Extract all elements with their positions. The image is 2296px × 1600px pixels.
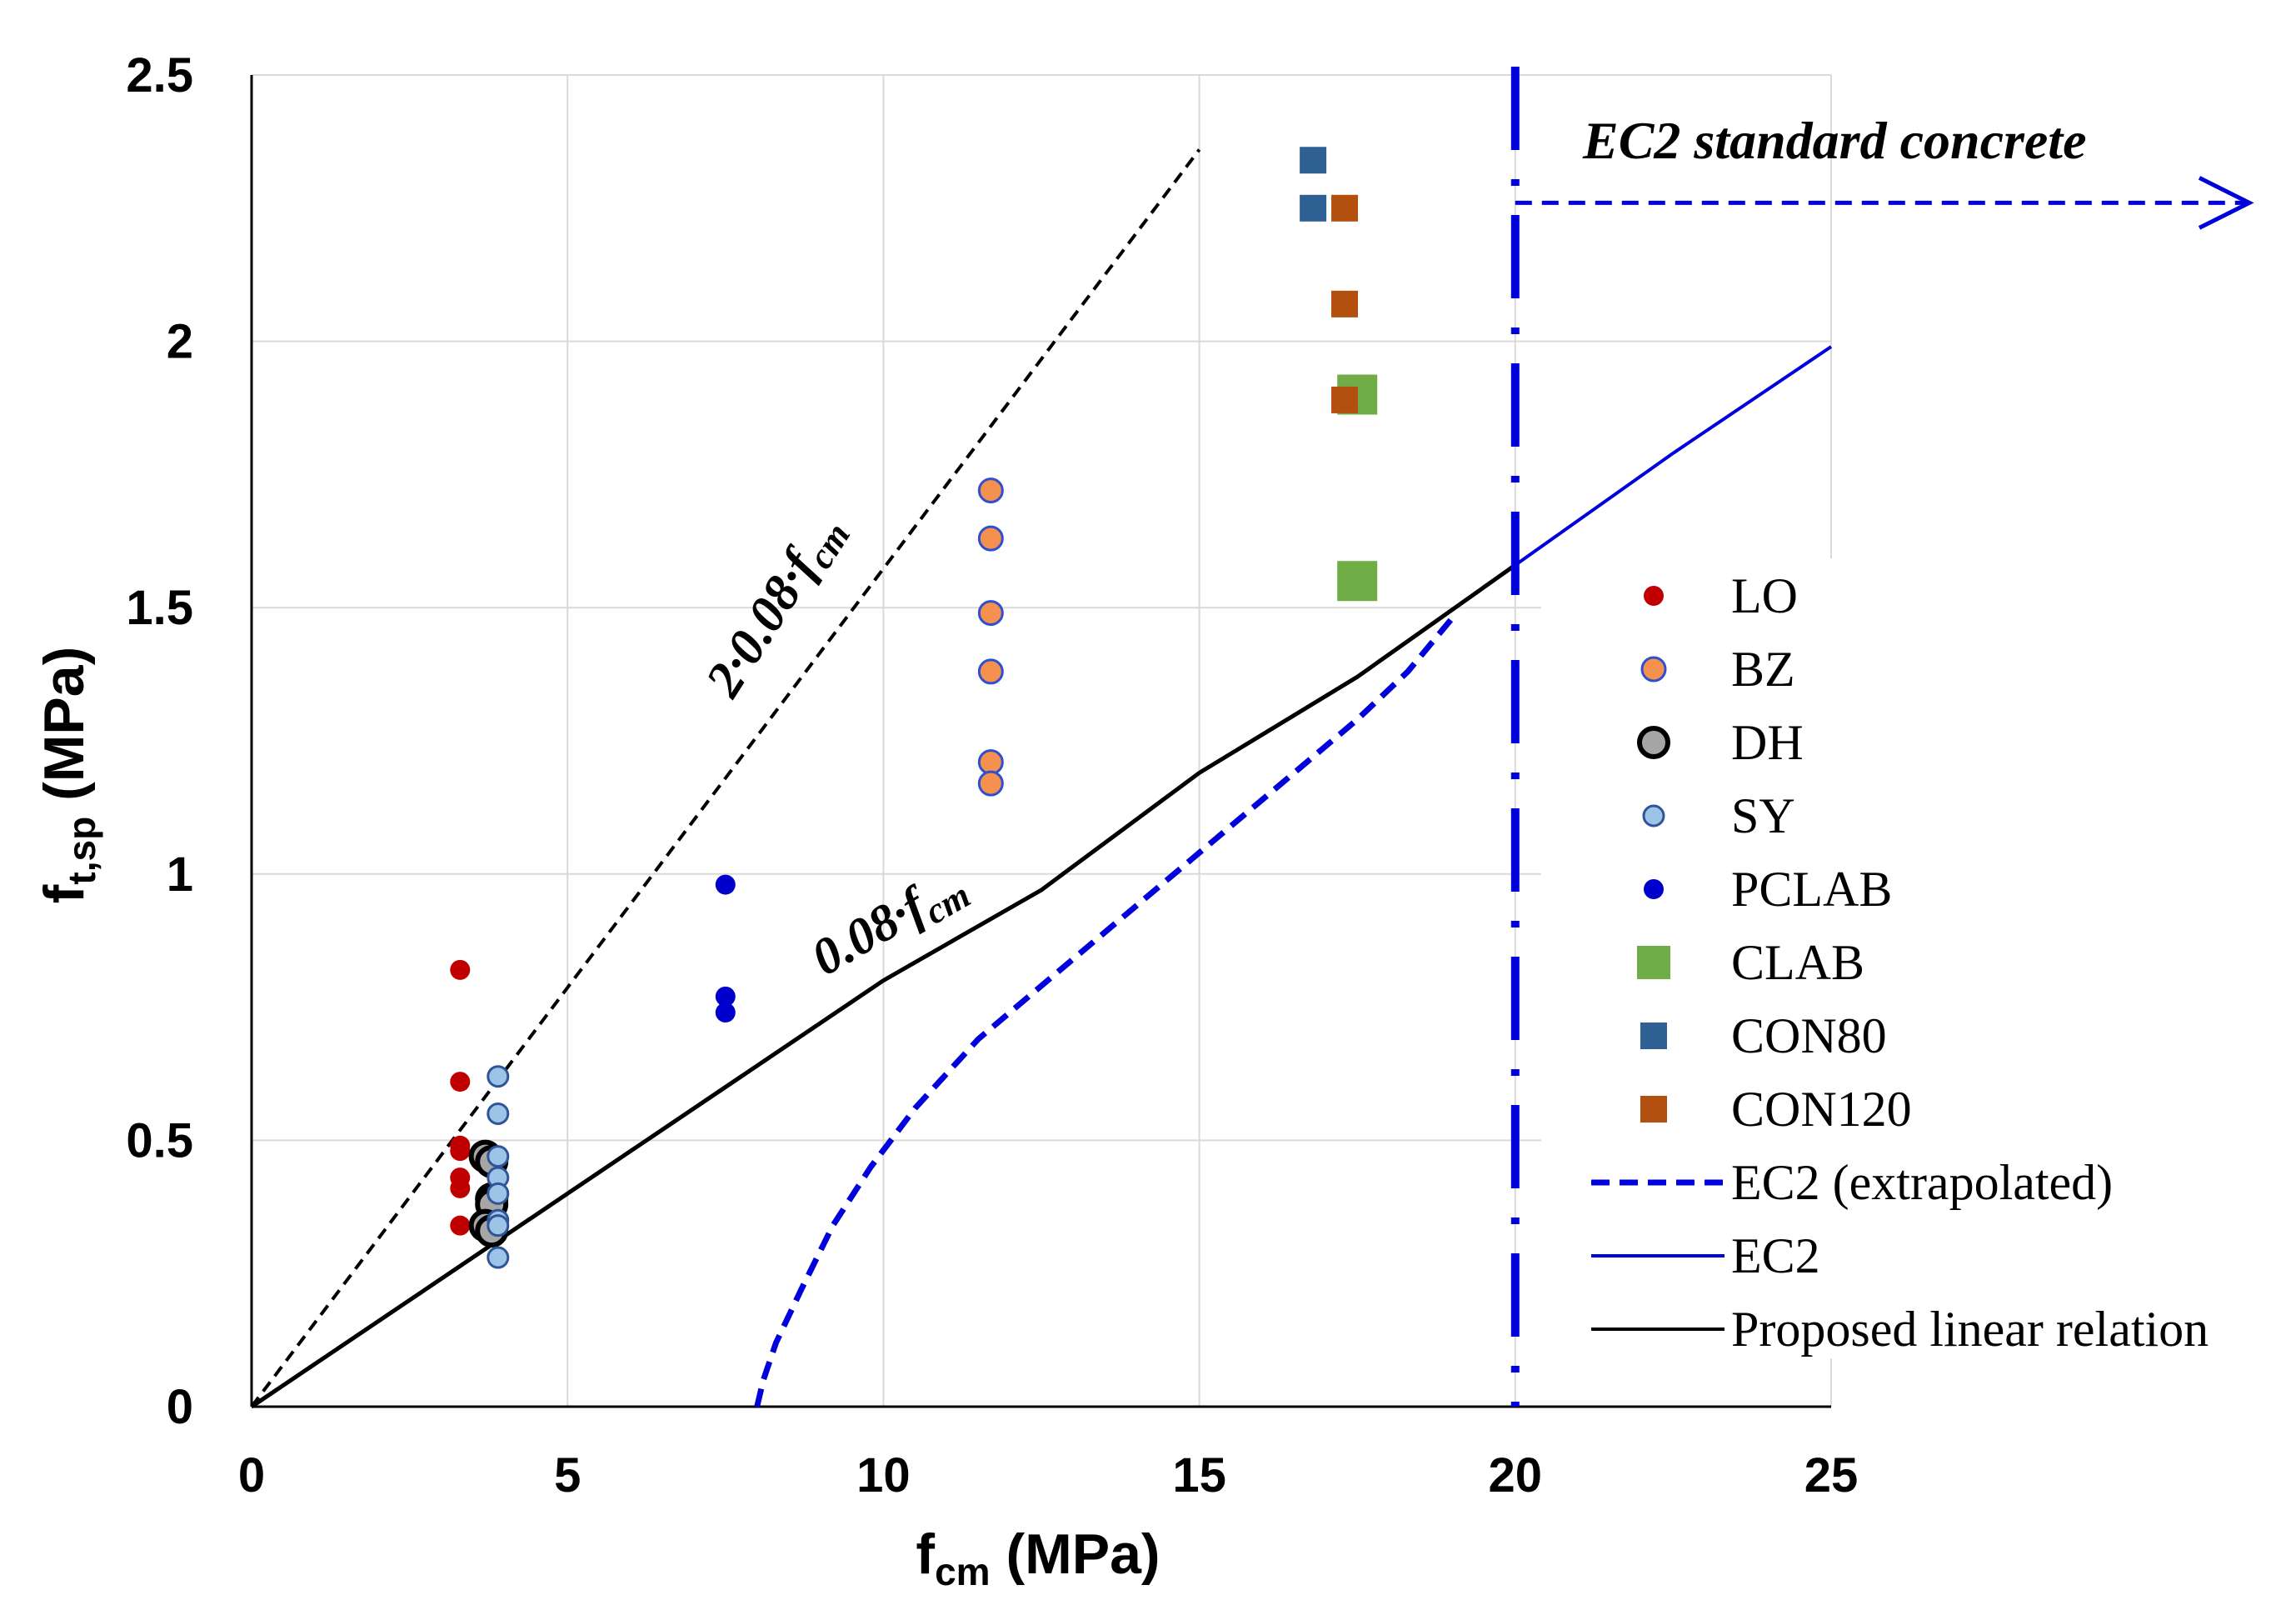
x-tick-label: 15: [1172, 1448, 1226, 1502]
legend-label-clab: CLAB: [1731, 935, 1864, 990]
legend-label-proposed-linear-relation: Proposed linear relation: [1731, 1302, 2209, 1357]
data-point-lo: [450, 1215, 471, 1236]
ec2-standard-label: EC2 standard concrete: [1582, 111, 2086, 170]
legend-label-sy: SY: [1731, 788, 1795, 843]
legend-marker-sy: [1642, 804, 1665, 828]
x-tick-label: 20: [1489, 1448, 1543, 1502]
data-point-con120: [1331, 194, 1359, 222]
legend-label-con80: CON80: [1731, 1008, 1887, 1063]
data-point-pclab: [715, 1002, 736, 1022]
y-tick-label: 0: [167, 1380, 193, 1434]
legend-label-ec2-extrapolated: EC2 (extrapolated): [1731, 1155, 2113, 1210]
data-point-bz: [977, 658, 1004, 685]
data-point-bz: [977, 600, 1004, 627]
data-point-sy: [487, 1182, 510, 1205]
y-axis-title: ft,sp (MPa): [32, 647, 103, 903]
points-layer: [450, 147, 1378, 1269]
legend-label-pclab: PCLAB: [1731, 862, 1892, 917]
ec2-arrow-head: [2198, 176, 2254, 230]
legend-label-bz: BZ: [1731, 642, 1795, 697]
data-point-bz: [977, 770, 1004, 797]
data-point-sy: [487, 1065, 510, 1088]
series-line-ec2: [1514, 345, 1833, 567]
data-point-con120: [1331, 386, 1359, 413]
data-point-bz: [977, 749, 1004, 776]
y-tick-label: 1: [167, 848, 193, 902]
legend-marker-dh: [1637, 726, 1670, 759]
y-tick-label: 0.5: [126, 1113, 193, 1168]
y-tick-label: 2.5: [126, 48, 193, 102]
data-point-lo: [450, 1072, 471, 1092]
legend-label-dh: DH: [1731, 715, 1804, 770]
series-line-proposed-linear-relation: [250, 563, 1517, 1409]
data-point-lo: [450, 959, 471, 980]
legend-label-con120: CON120: [1731, 1082, 1912, 1137]
reference-label-single: 0.08·fcm: [802, 855, 977, 992]
lines-layer: [250, 148, 1833, 1409]
x-tick-label: 0: [238, 1448, 265, 1502]
data-point-clab: [1337, 561, 1378, 602]
legend-marker-bz: [1640, 656, 1667, 682]
data-point-sy: [487, 1246, 510, 1269]
data-point-sy: [487, 1145, 510, 1168]
data-point-lo: [450, 1178, 471, 1198]
x-axis-title: fcm (MPa): [916, 1522, 1160, 1593]
data-point-lo: [450, 1141, 471, 1162]
data-point-con80: [1300, 194, 1327, 222]
data-point-sy: [487, 1214, 510, 1238]
y-tick-label: 1.5: [126, 581, 193, 635]
data-point-con80: [1300, 147, 1327, 174]
x-tick-label: 10: [856, 1448, 911, 1502]
data-point-pclab: [715, 986, 736, 1007]
data-point-bz: [977, 478, 1004, 504]
x-tick-label: 25: [1804, 1448, 1859, 1502]
data-point-sy: [487, 1102, 510, 1125]
data-point-bz: [977, 525, 1004, 552]
legend: LO BZ DH SY PCLAB CLAB CON80 CON120 EC2 (extrapo…: [1541, 558, 2296, 1358]
legend-marker-pclab: [1644, 879, 1664, 899]
legend-marker-con80: [1640, 1022, 1667, 1049]
legend-marker-con120: [1640, 1096, 1667, 1122]
x-tick-label: 5: [554, 1448, 581, 1502]
data-point-con120: [1331, 290, 1359, 318]
axes-layer: 0 5 10 15 20 25 0 0.5 1 1.5 2 2.5: [126, 48, 1858, 1502]
legend-label-ec2: EC2: [1731, 1228, 1820, 1283]
reference-line-double: [250, 148, 1201, 1408]
y-tick-label: 2: [167, 315, 193, 369]
series-line-ec2-extrapolated: [754, 616, 1455, 1408]
legend-marker-lo: [1644, 586, 1664, 606]
annotation-layer: [1510, 67, 2254, 1407]
data-point-pclab: [715, 874, 736, 895]
legend-label-lo: LO: [1731, 568, 1798, 623]
legend-marker-clab: [1637, 946, 1670, 979]
